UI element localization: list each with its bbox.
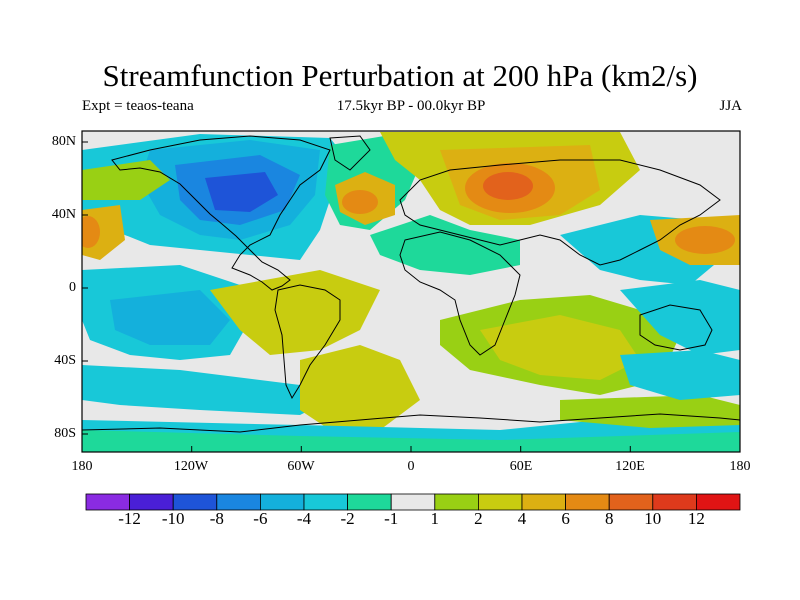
colorbar-swatch: [216, 493, 261, 511]
colorbar-tick-label: 1: [430, 509, 440, 528]
colorbar-swatch: [85, 493, 130, 511]
coast-north-america: [111, 135, 331, 291]
lon-label-120w: 120W: [173, 459, 209, 474]
colorbar-swatch: [129, 493, 174, 511]
contour-field: [82, 131, 740, 452]
colorbar-swatch: [303, 493, 348, 511]
colorbar-tick-label: 6: [561, 509, 570, 528]
contour-green-south-indian: [560, 395, 740, 428]
contour-neg-mediterranean: [370, 215, 520, 275]
contour-green-southern-ocean: [82, 430, 740, 452]
colorbar-swatch: [521, 493, 566, 511]
coast-south-america: [274, 284, 341, 400]
contour-neg-tropical-pacific-2: [110, 290, 230, 345]
colorbar-tick-label: 8: [604, 509, 614, 528]
colorbar-swatch: [434, 493, 479, 511]
chart-title: Streamfunction Perturbation at 200 hPa (…: [102, 58, 698, 93]
colorbar-swatch: [477, 493, 523, 511]
contour-pos-atlantic-core: [342, 190, 378, 214]
colorbar-swatch: [652, 493, 697, 511]
contour-pos-africa-2: [480, 315, 640, 380]
coast-africa: [399, 231, 521, 356]
contour-pos-south-atlantic: [300, 345, 420, 430]
lat-label-equator: 0: [69, 280, 76, 295]
lon-label-120e: 120E: [615, 459, 645, 474]
period-label: 17.5kyr BP - 00.0kyr BP: [336, 98, 486, 114]
lon-label-180-west: 180: [71, 459, 93, 474]
colorbar-tick-label: -10: [161, 509, 185, 528]
colorbar-tick-label: -8: [209, 509, 224, 528]
lat-label-40s: 40S: [54, 353, 76, 368]
lat-label-80n: 80N: [51, 134, 76, 149]
colorbar-tick-label: -1: [384, 509, 399, 528]
colorbar-swatch: [172, 493, 218, 511]
lon-label-60e: 60E: [509, 459, 533, 474]
coast-europe-asia: [399, 159, 721, 266]
colorbar-swatch: [565, 493, 610, 511]
lon-label-0: 0: [407, 459, 415, 474]
colorbar-tick-label: 2: [474, 509, 483, 528]
axis-ticks: [81, 141, 741, 452]
coast-greenland: [329, 135, 371, 171]
season-label: JJA: [719, 98, 742, 114]
colorbar-tick-label: -6: [253, 509, 268, 528]
coast-australia: [639, 304, 713, 351]
colorbar-tick-label: 12: [687, 509, 705, 528]
lat-label-80s: 80S: [54, 426, 76, 441]
contour-pos-eurasia-core: [483, 172, 533, 200]
experiment-label: Expt = teaos-teana: [82, 98, 194, 114]
coastlines: [82, 135, 740, 433]
colorbar-swatch: [259, 493, 305, 511]
lat-label-40n: 40N: [51, 207, 76, 222]
coast-antarctica: [82, 413, 740, 433]
colorbar-tick-label: 4: [517, 509, 527, 528]
contour-neg-south-indian: [620, 350, 740, 400]
colorbar-tick-label: -12: [118, 509, 141, 528]
colorbar-swatch: [390, 493, 436, 511]
contour-neg-north-america-4: [205, 172, 278, 212]
colorbar-swatch: [608, 493, 654, 511]
contour-neg-south-pacific: [82, 365, 330, 415]
contour-pos-west-pacific-core: [675, 226, 735, 254]
colorbar-swatch: [347, 493, 392, 511]
colorbar-tick-label: 10: [644, 509, 662, 528]
colorbar-tick-label: -2: [340, 509, 355, 528]
lon-label-180-east: 180: [729, 459, 751, 474]
contour-pos-dateline-west-core: [82, 216, 100, 248]
contour-pos-south-america: [210, 270, 380, 355]
colorbar-tick-label: -4: [296, 509, 312, 528]
lon-label-60w: 60W: [287, 459, 315, 474]
colorbar-swatch: [696, 493, 741, 511]
contour-neg-indian-ocean: [620, 280, 740, 355]
